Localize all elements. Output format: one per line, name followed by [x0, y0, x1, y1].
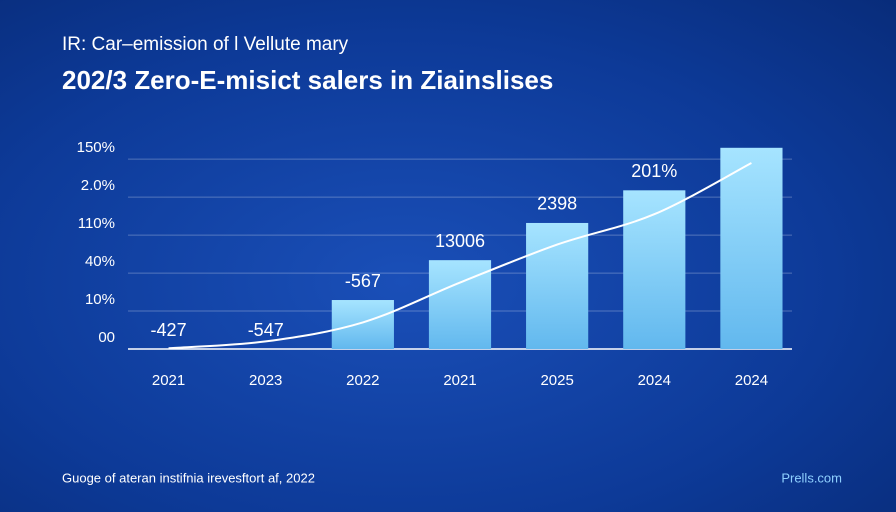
- brand: Prells.com: [781, 470, 842, 485]
- x-tick-label: 2022: [346, 372, 379, 389]
- x-tick-label: 2021: [152, 372, 185, 389]
- y-tick-label: 10%: [85, 291, 115, 308]
- bar: [720, 147, 783, 349]
- annotation: -567: [345, 271, 381, 291]
- annotation: -547: [248, 320, 284, 340]
- annotation: -427: [151, 320, 187, 340]
- annotation: 2398: [537, 194, 577, 214]
- y-tick-label: 150%: [77, 139, 115, 156]
- x-tick-label: 2024: [735, 372, 768, 389]
- y-tick-label: 110%: [78, 215, 115, 232]
- chart-title: 202/3 Zero-E-misict salers in Ziainslise…: [62, 65, 553, 95]
- x-tick-label: 2025: [540, 372, 573, 389]
- y-tick-label: 40%: [85, 253, 115, 270]
- x-tick-label: 2021: [443, 372, 476, 389]
- x-tick-label: 2023: [249, 372, 282, 389]
- trend-line: [168, 162, 752, 350]
- bar: [623, 190, 686, 349]
- annotation: 201%: [631, 161, 677, 181]
- bar: [526, 222, 589, 349]
- bar: [331, 300, 394, 349]
- annotation: 13006: [435, 231, 485, 251]
- x-tick-label: 2024: [638, 372, 671, 389]
- y-tick-label: 2.0%: [81, 177, 115, 194]
- y-tick-label: 00: [98, 329, 115, 346]
- source-note: Guoge of ateran instifnia irevesftort af…: [62, 470, 315, 485]
- chart-subtitle: IR: Car–emission of l Vellute mary: [62, 34, 349, 55]
